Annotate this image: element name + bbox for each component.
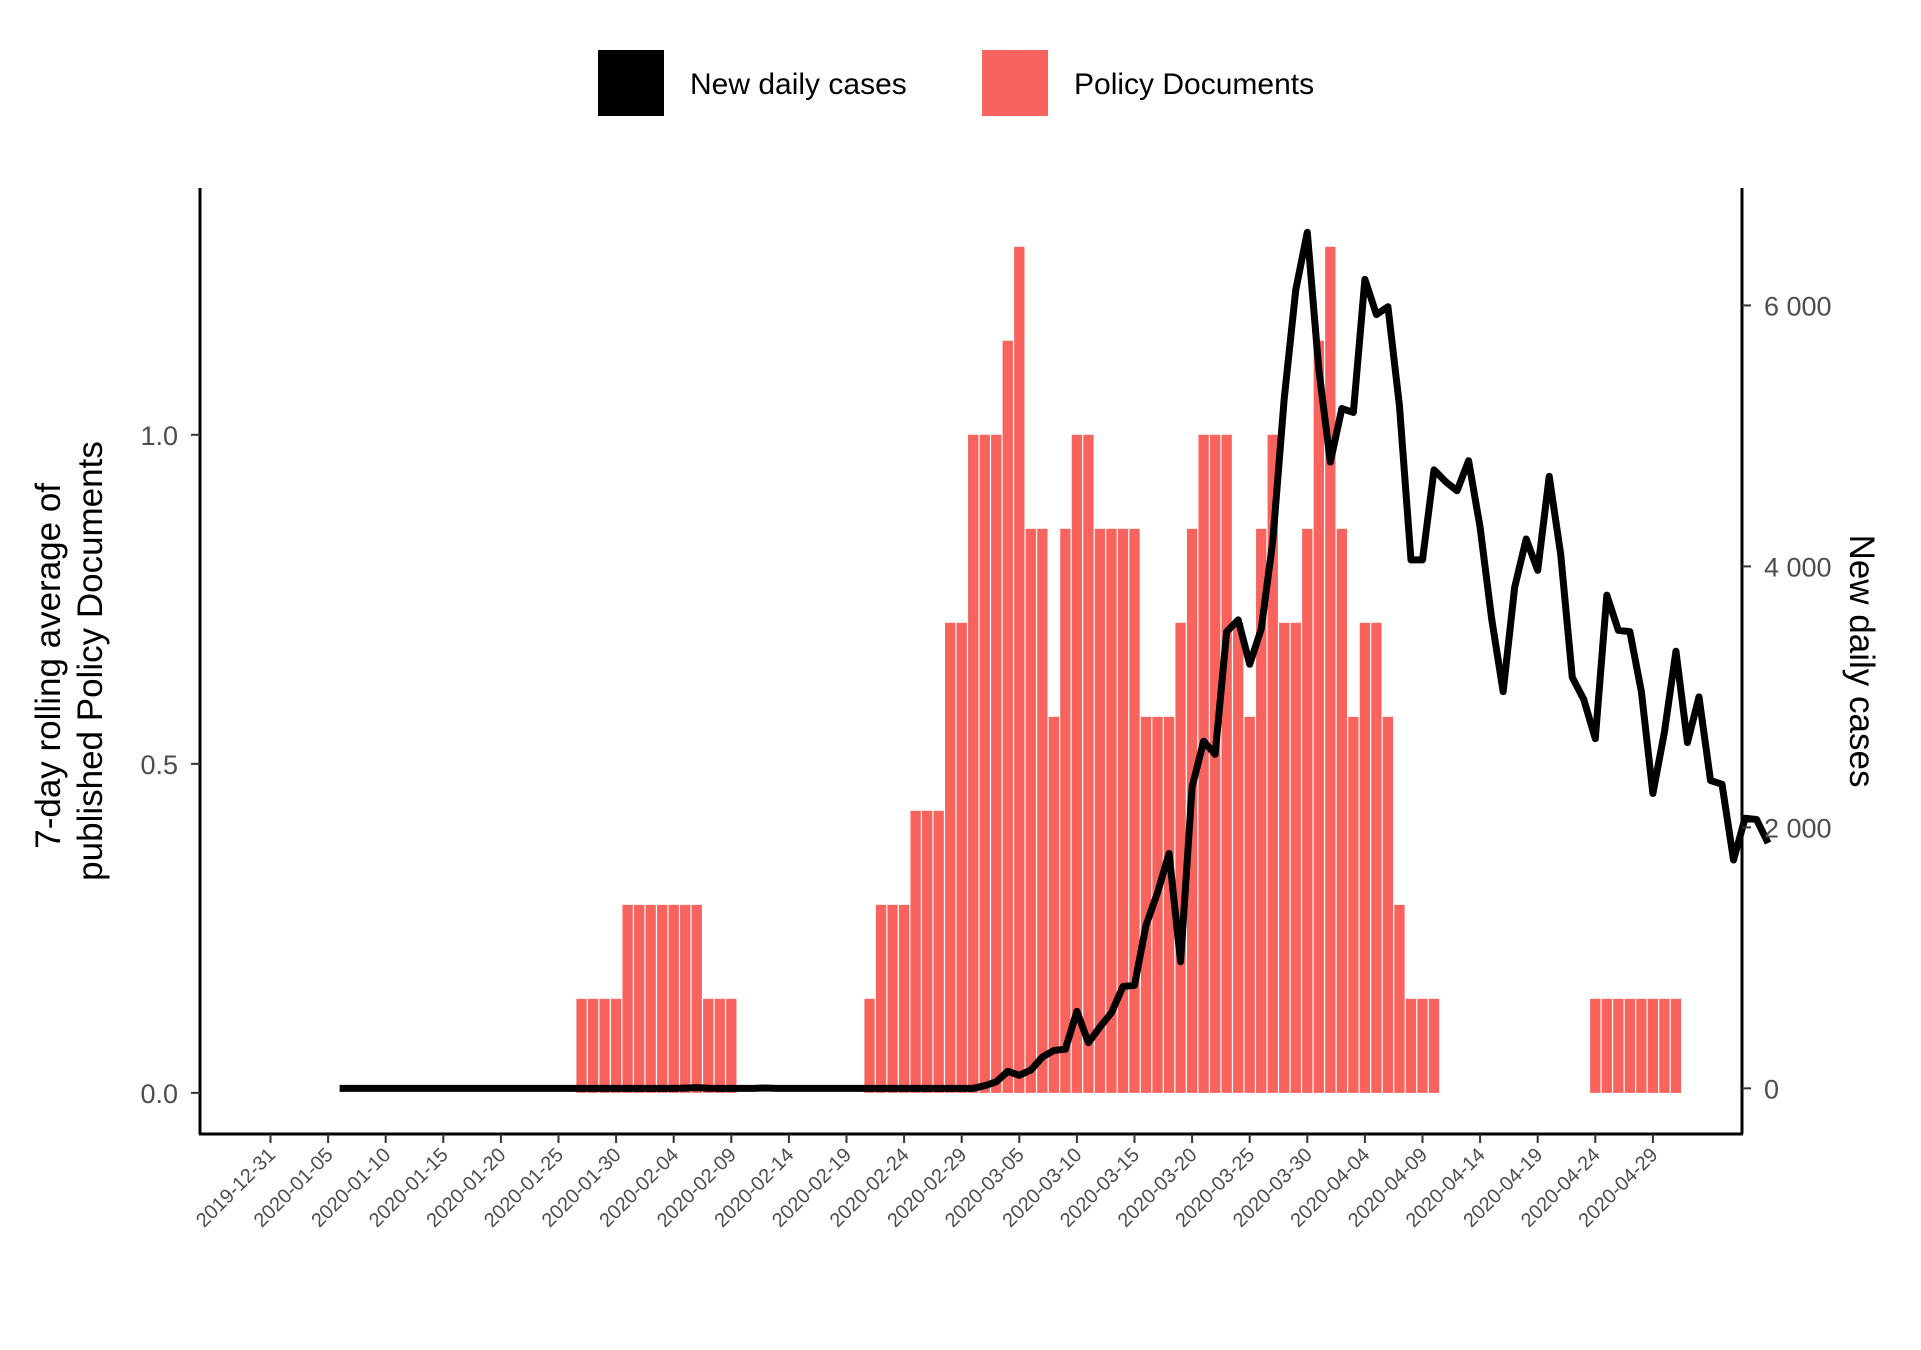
bar — [1417, 998, 1428, 1093]
bar — [910, 810, 921, 1093]
bar — [1359, 622, 1371, 1093]
bar — [921, 810, 933, 1093]
left-axis-ticks: 0.0 0.5 1.0 — [140, 421, 200, 1109]
bar — [1624, 998, 1636, 1093]
left-axis-title-line-2: published Policy Documents — [71, 441, 110, 881]
left-tick-label: 0.5 — [140, 750, 178, 780]
bar — [1094, 528, 1106, 1093]
bar — [633, 904, 645, 1093]
bar — [1163, 716, 1175, 1093]
bar — [726, 998, 737, 1093]
legend-label-new-daily-cases: New daily cases — [690, 68, 907, 101]
bar — [1129, 528, 1140, 1093]
new-daily-cases-line — [339, 228, 1772, 1092]
bar — [1267, 434, 1278, 1093]
bar — [645, 904, 656, 1093]
bar — [587, 998, 599, 1093]
bar — [703, 998, 714, 1093]
bar — [1083, 434, 1094, 1093]
bar — [599, 998, 610, 1093]
right-tick-label: 0 — [1764, 1074, 1779, 1104]
bar — [968, 434, 979, 1093]
bar — [1106, 528, 1117, 1093]
bar — [1371, 622, 1382, 1093]
legend-label-policy-documents: Policy Documents — [1074, 68, 1314, 101]
bar — [1647, 998, 1659, 1093]
bar — [1670, 998, 1682, 1093]
bar — [622, 904, 633, 1093]
bar — [1601, 998, 1612, 1093]
bar — [610, 998, 622, 1093]
bar — [576, 998, 587, 1093]
left-tick-label: 1.0 — [140, 421, 178, 451]
bar — [1175, 622, 1186, 1093]
bar — [1014, 246, 1025, 1093]
bars — [576, 246, 1682, 1093]
bar — [1405, 998, 1417, 1093]
bar — [1002, 340, 1013, 1093]
bar — [1221, 434, 1232, 1093]
legend: New daily cases Policy Documents — [598, 50, 1314, 116]
bar — [1336, 528, 1348, 1093]
right-axis-title: New daily cases — [1842, 535, 1881, 788]
bar — [657, 904, 668, 1093]
bar — [714, 998, 725, 1093]
bar — [875, 904, 887, 1093]
bar — [1209, 434, 1221, 1093]
bar — [1037, 528, 1048, 1093]
bar — [898, 904, 910, 1093]
bar — [1394, 904, 1405, 1093]
bar — [1302, 528, 1313, 1093]
left-tick-label: 0.0 — [140, 1079, 178, 1109]
bar — [1613, 998, 1624, 1093]
bar — [991, 434, 1002, 1093]
right-tick-label: 2 000 — [1764, 813, 1832, 843]
bar — [933, 810, 944, 1093]
bar — [1025, 528, 1036, 1093]
bar — [1117, 528, 1129, 1093]
bar — [1244, 716, 1255, 1093]
bar — [680, 904, 691, 1093]
bar — [1048, 716, 1060, 1093]
bar — [1382, 716, 1394, 1093]
legend-swatch-policy-documents — [982, 50, 1048, 116]
right-tick-label: 4 000 — [1764, 552, 1832, 582]
bar — [691, 904, 702, 1093]
bar — [956, 622, 967, 1093]
x-axis-ticks: 2019-12-312020-01-052020-01-102020-01-15… — [192, 1134, 1662, 1232]
bar — [1348, 716, 1359, 1093]
legend-swatch-new-daily-cases — [598, 50, 664, 116]
bar — [1279, 622, 1290, 1093]
bar — [1256, 528, 1267, 1093]
bar — [1060, 528, 1071, 1093]
bar — [1313, 340, 1324, 1093]
right-tick-label: 6 000 — [1764, 291, 1832, 321]
bar — [1290, 622, 1301, 1093]
bar — [979, 434, 990, 1093]
bar — [1233, 622, 1244, 1093]
bar — [945, 622, 956, 1093]
bar — [864, 998, 875, 1093]
right-axis-ticks: 0 2 000 4 000 6 000 — [1742, 291, 1832, 1104]
bar — [1636, 998, 1647, 1093]
bar — [1428, 998, 1440, 1093]
bar — [1140, 716, 1152, 1093]
left-axis-title: 7-day rolling average of published Polic… — [29, 441, 110, 881]
bar — [1198, 434, 1209, 1093]
bar — [887, 904, 898, 1093]
bar — [1590, 998, 1601, 1093]
bar — [1152, 716, 1163, 1093]
line-layer — [339, 228, 1772, 1092]
left-axis-title-line-1: 7-day rolling average of — [29, 483, 68, 849]
bar — [1071, 434, 1083, 1093]
bar — [1325, 246, 1336, 1093]
bar — [668, 904, 679, 1093]
bar — [1659, 998, 1670, 1093]
